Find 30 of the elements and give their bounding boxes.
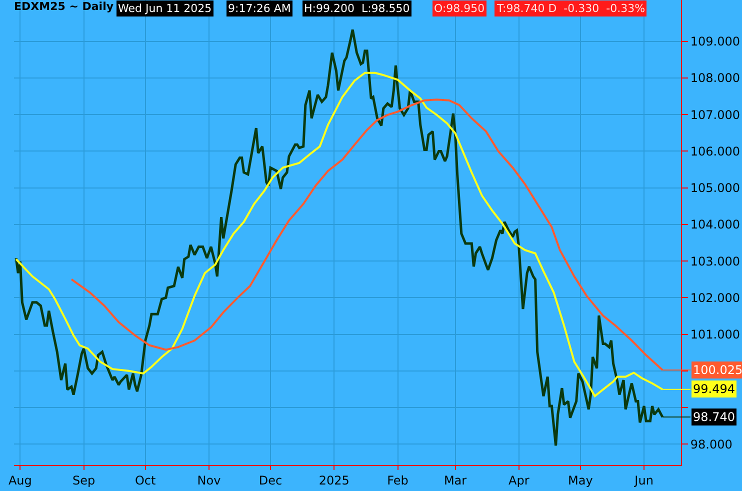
y-tick-label: 98.000 — [690, 437, 732, 452]
y-tick-label: 109.000 — [690, 34, 740, 49]
annotation: T:98.740 D -0.330 -0.33% — [496, 2, 646, 15]
y-tick-label: 108.000 — [690, 71, 740, 86]
x-tick-label: Apr — [508, 473, 530, 488]
x-tick-label: Feb — [387, 473, 408, 488]
annotation: Wed Jun 11 2025 — [118, 2, 212, 15]
y-tick-label: 104.000 — [690, 218, 740, 232]
annotation: H:99.200 L:98.550 — [304, 2, 410, 15]
x-tick-label: Sep — [72, 473, 96, 488]
y-tick-label: 107.000 — [690, 108, 740, 122]
x-tick-label: Aug — [8, 473, 32, 488]
x-tick-label: Nov — [197, 473, 221, 488]
y-tick-label: 106.000 — [690, 144, 740, 158]
x-tick-label: May — [568, 473, 593, 488]
annotation: 9:17:26 AM — [228, 2, 291, 15]
y-tick-label: 101.000 — [690, 327, 740, 342]
annotation: 100.025 — [693, 363, 742, 377]
x-tick-label: 2025 — [318, 473, 350, 488]
x-tick-label: Oct — [134, 473, 156, 488]
y-tick-label: 103.000 — [690, 254, 740, 268]
y-tick-label: 105.000 — [690, 181, 740, 196]
chart-title: EDXM25 ~ Daily — [14, 0, 114, 14]
annotation: 99.494 — [693, 382, 735, 396]
x-tick-label: Jun — [634, 473, 654, 488]
annotation: 98.740 — [693, 410, 735, 424]
annotation: O:98.950 — [434, 2, 485, 15]
y-tick-label: 102.000 — [690, 290, 740, 305]
x-tick-label: Dec — [258, 473, 282, 488]
x-tick-label: Mar — [444, 473, 467, 488]
